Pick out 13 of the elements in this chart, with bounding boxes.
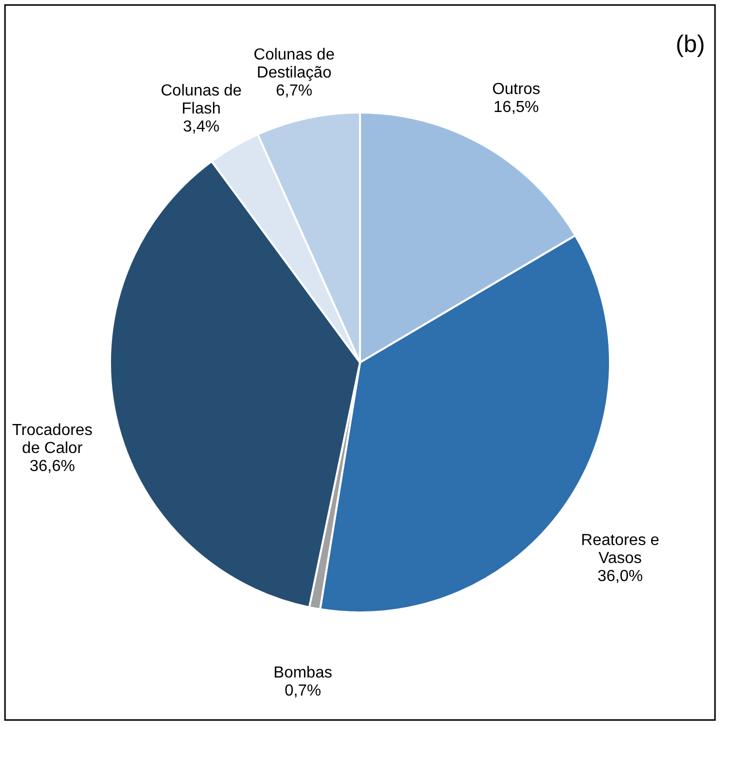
data-label: 36,6% <box>30 458 75 475</box>
slice-label: Colunas de Flash <box>160 82 242 118</box>
slice-label: Trocadores de Calor <box>12 422 92 457</box>
slice-label: Reatores e Vasos <box>581 532 660 568</box>
slice-label: Outros <box>492 80 540 98</box>
data-label: 16,5% <box>494 98 539 116</box>
data-label: 0,7% <box>284 682 322 700</box>
text: (b) <box>676 31 705 58</box>
data-label: 3,4% <box>182 118 220 136</box>
data-label: 36,0% <box>597 568 643 586</box>
slice-label: Colunas de Destilação <box>254 46 335 82</box>
data-label: 6,7% <box>276 82 312 100</box>
slice-label: Bombas <box>274 664 332 682</box>
